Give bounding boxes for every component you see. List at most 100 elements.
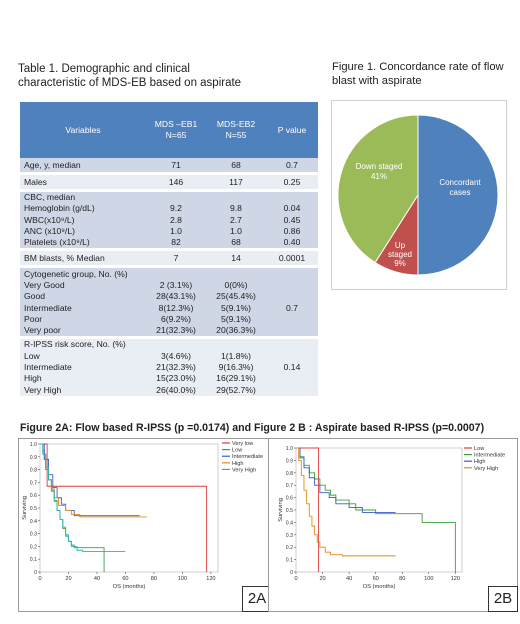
pie-label-down-staged: Down staged 41% xyxy=(350,162,408,182)
cell-eb2: 117 xyxy=(206,175,266,189)
pie-label-concordant-line2: cases xyxy=(449,188,471,197)
cell-eb2: 1(1.8%) xyxy=(206,350,266,362)
table-row: Very High 26(40.0%) 29(52.7%) xyxy=(20,384,318,396)
km-curve-low xyxy=(296,447,320,572)
table-row: Good 28(43.1%) 25(45.4%) xyxy=(20,291,318,303)
x-tick-label: 40 xyxy=(94,576,100,582)
col-eb1-name: MDS –EB1 xyxy=(154,119,198,129)
pie-label-concordant-line1: Concordant xyxy=(439,178,481,187)
cell-p: 0.7 xyxy=(266,158,318,172)
cell-eb1: 2 (3.1%) xyxy=(146,279,206,292)
km-panel-b: 0 0.1 0.2 0.3 0.4 0.5 0.6 0.7 0.8 0.9 1.0 0 20 40 60 80… xyxy=(268,438,518,612)
y-tick-label: 0.1 xyxy=(286,558,293,564)
figure1-title-line1: Figure 1. Concordance rate of flow xyxy=(332,61,504,73)
legend-label: Low xyxy=(232,448,243,454)
table1-title: Table 1. Demographic and clinical charac… xyxy=(18,62,241,90)
y-tick-label: 0.3 xyxy=(30,532,37,538)
row-label: Poor xyxy=(20,313,146,325)
panel-b-tag: 2B xyxy=(488,586,518,612)
y-tick-label: 0.6 xyxy=(286,496,293,502)
col-pvalue: P value xyxy=(266,102,318,158)
legend-label: Very low xyxy=(232,441,254,447)
row-label: Hemoglobin (g/dL) xyxy=(20,203,146,215)
row-label: BM blasts, % Median xyxy=(20,251,146,266)
km-plot-area xyxy=(39,443,219,573)
y-tick-label: 0.2 xyxy=(30,544,37,550)
figure1-title-line2: blast with aspirate xyxy=(332,75,422,87)
x-tick-label: 0 xyxy=(294,576,297,582)
x-tick-label: 20 xyxy=(65,576,71,582)
y-tick-label: 0.9 xyxy=(286,458,293,464)
figure1-title: Figure 1. Concordance rate of flow blast… xyxy=(332,60,504,88)
table-row: High 15(23.0%) 16(29.1%) xyxy=(20,373,318,385)
cell-eb1: 21(32.3%) xyxy=(146,324,206,337)
y-tick-label: 0 xyxy=(290,570,293,576)
legend-label: Intermediate xyxy=(232,454,263,460)
y-tick-label: 0.9 xyxy=(30,455,37,461)
cell-eb1: 1.0 xyxy=(146,225,206,238)
y-tick-label: 0.6 xyxy=(30,493,37,499)
cell-eb2: 5(9.1%) xyxy=(206,302,266,314)
y-tick-label: 0.8 xyxy=(30,468,37,474)
cell-eb2: 14 xyxy=(206,251,266,266)
y-tick-label: 0.4 xyxy=(286,520,293,526)
y-tick-label: 0.5 xyxy=(286,508,293,514)
pie-label-down-line1: Down staged xyxy=(355,162,403,171)
cell-p: 0.25 xyxy=(266,175,318,189)
cell-p: 0.86 xyxy=(266,225,318,238)
cell-eb1: 8(12.3%) xyxy=(146,302,206,314)
x-tick-label: 60 xyxy=(122,576,128,582)
row-label: ANC (x10⁹/L) xyxy=(20,225,146,238)
cell-eb2: 0(0%) xyxy=(206,279,266,292)
cell-eb1: 15(23.0%) xyxy=(146,373,206,385)
table1: Variables MDS –EB1 N=65 MDS-EB2 N=55 P val… xyxy=(20,102,318,396)
km-chart-a: 0 0.1 0.2 0.3 0.4 0.5 0.6 0.7 0.8 0.9 1.0 0 20 40 60 80… xyxy=(18,438,270,612)
cell-eb2: 5(9.1%) xyxy=(206,313,266,325)
table-row: BM blasts, % Median 7 14 0.0001 xyxy=(20,251,318,266)
km-curve-very-high xyxy=(296,447,396,557)
y-tick-label: 1.0 xyxy=(286,446,293,452)
km-curve-very-high xyxy=(40,443,126,552)
pie-label-up-staged: Up staged 9% xyxy=(384,241,416,268)
x-tick-label: 120 xyxy=(451,576,460,582)
cell-eb1: 6(9.2%) xyxy=(146,313,206,325)
legend-label: Very High xyxy=(232,467,256,473)
pie-label-up-line2: staged xyxy=(387,250,413,259)
figure2-title: Figure 2A: Flow based R-IPSS (p =0.0174)… xyxy=(20,422,485,434)
y-tick-label: 0.5 xyxy=(30,506,37,512)
row-label: Very Good xyxy=(20,279,146,292)
row-label: Cytogenetic group, No. (%) xyxy=(20,268,146,280)
col-eb2: MDS-EB2 N=55 xyxy=(206,102,266,158)
x-tick-label: 40 xyxy=(346,576,352,582)
col-variables: Variables xyxy=(20,102,146,158)
x-axis-label: OS (months) xyxy=(113,584,146,590)
row-label: High xyxy=(20,373,146,385)
cell-eb1: 26(40.0%) xyxy=(146,384,206,396)
row-label: Intermediate xyxy=(20,361,146,374)
x-tick-label: 100 xyxy=(424,576,433,582)
cell-eb1: 82 xyxy=(146,237,206,249)
table-row: Males 146 117 0.25 xyxy=(20,175,318,189)
x-tick-label: 20 xyxy=(319,576,325,582)
y-tick-label: 0.7 xyxy=(286,483,293,489)
cell-p: 0.0001 xyxy=(266,251,318,266)
table-row: Very poor 21(32.3%) 20(36.3%) xyxy=(20,324,318,337)
y-axis-label: Surviving xyxy=(22,496,28,520)
pie-label-up-line3: 9% xyxy=(394,259,406,268)
col-eb1: MDS –EB1 N=65 xyxy=(146,102,206,158)
x-tick-label: 120 xyxy=(206,576,215,582)
cell-eb2: 68 xyxy=(206,237,266,249)
col-eb1-n: N=65 xyxy=(165,130,187,140)
y-tick-label: 0.8 xyxy=(286,471,293,477)
table-row: Cytogenetic group, No. (%) xyxy=(20,268,318,280)
table-row: Intermediate 8(12.3%) 5(9.1%) 0.7 xyxy=(20,302,318,314)
table-row: Intermediate 21(32.3%) 9(16.3%) 0.14 xyxy=(20,361,318,374)
col-eb2-n: N=55 xyxy=(225,130,247,140)
table-row: Poor 6(9.2%) 5(9.1%) xyxy=(20,313,318,325)
pie-label-down-line2: 41% xyxy=(370,172,387,181)
pie-slices xyxy=(337,114,499,276)
cell-eb2: 20(36.3%) xyxy=(206,324,266,337)
cell-eb1: 3(4.6%) xyxy=(146,350,206,362)
row-label: Age, y, median xyxy=(20,158,146,172)
cell-eb2: 2.7 xyxy=(206,214,266,226)
